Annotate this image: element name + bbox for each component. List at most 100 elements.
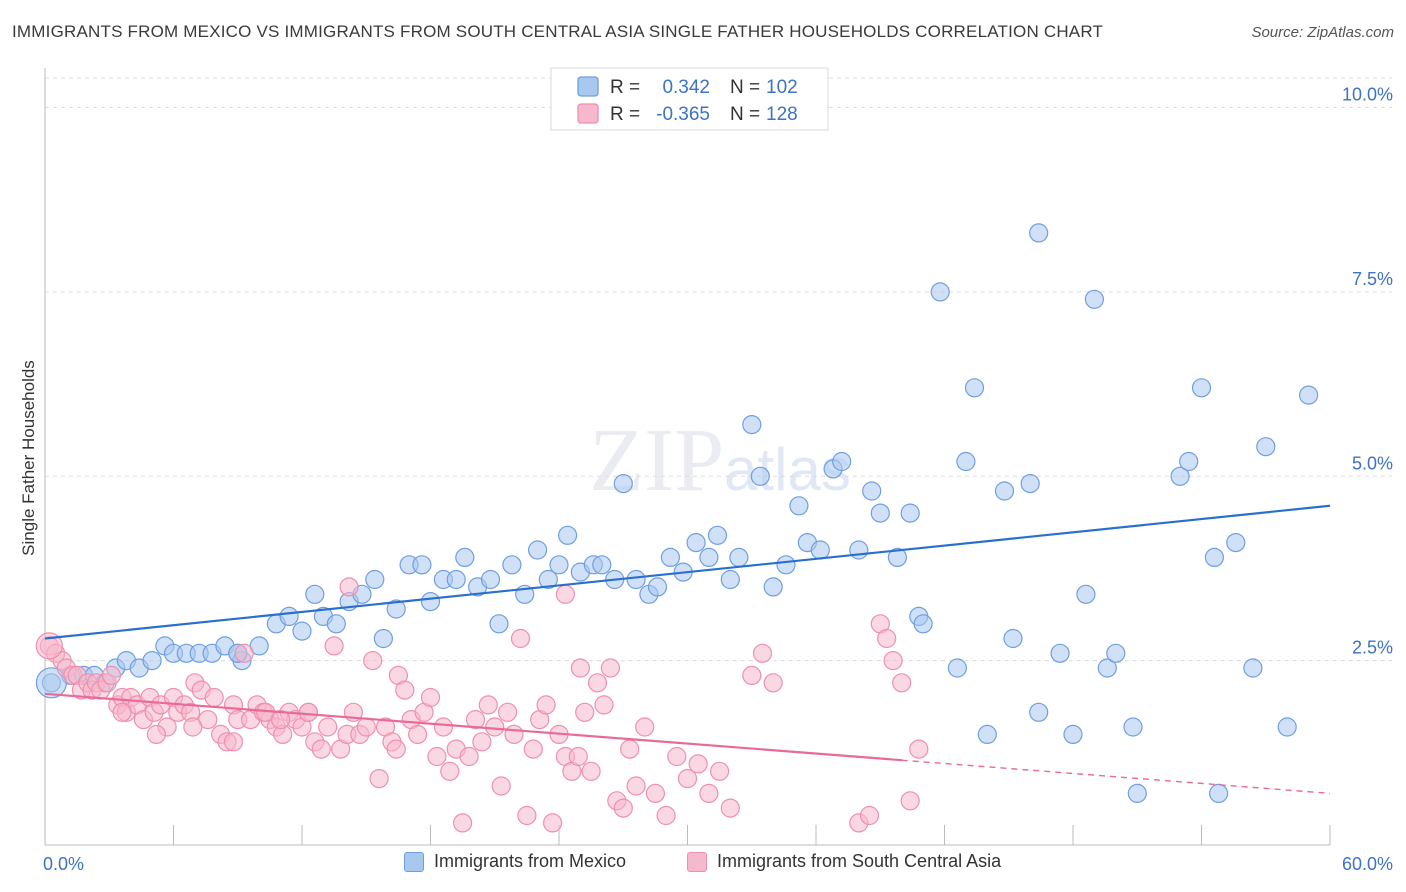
point-asia	[146, 724, 166, 745]
legend-r-value-asia: -0.365	[656, 104, 710, 125]
legend-n-label-asia: N =	[730, 104, 760, 125]
point-asia	[523, 739, 543, 759]
point-asia	[395, 680, 415, 700]
point-asia	[453, 813, 473, 833]
point-asia	[459, 746, 479, 767]
point-mexico	[292, 621, 312, 641]
point-asia	[485, 717, 505, 737]
point-asia	[339, 577, 359, 597]
point-mexico	[1256, 437, 1276, 457]
point-asia	[517, 805, 537, 826]
point-asia	[555, 584, 576, 604]
point-mexico	[720, 569, 740, 590]
point-mexico	[489, 614, 509, 634]
point-mexico	[455, 547, 475, 568]
point-asia	[594, 695, 614, 715]
point-mexico	[1029, 223, 1049, 243]
point-asia	[720, 798, 740, 818]
point-mexico	[930, 282, 950, 302]
point-mexico	[1003, 628, 1023, 649]
point-mexico	[964, 378, 985, 398]
point-mexico	[647, 577, 668, 597]
point-asia	[620, 739, 640, 759]
point-mexico	[502, 555, 522, 575]
point-asia	[356, 717, 376, 737]
point-asia	[763, 673, 783, 693]
point-mexico	[1208, 783, 1229, 804]
point-asia	[900, 791, 920, 811]
point-mexico	[326, 614, 346, 634]
point-mexico-large	[35, 667, 68, 699]
point-mexico	[1179, 451, 1199, 472]
y-tick-label: 10.0%	[1342, 85, 1393, 105]
point-asia	[363, 650, 383, 671]
point-asia	[465, 709, 486, 730]
point-asia	[183, 717, 203, 737]
point-mexico	[1127, 783, 1147, 804]
point-asia	[699, 783, 719, 804]
point-mexico	[305, 584, 325, 604]
trend-line-asia	[44, 692, 902, 762]
point-asia-large	[35, 632, 63, 660]
y-axis-label: Single Father Households	[19, 360, 38, 556]
watermark: ZIPatlas	[589, 411, 851, 510]
point-mexico	[1097, 658, 1117, 678]
point-mexico	[1191, 378, 1212, 398]
point-asia	[408, 724, 428, 745]
legend: R = 0.342 N = 102 R = -0.365 N = 128	[550, 67, 829, 131]
point-asia	[575, 702, 595, 722]
point-asia	[909, 739, 929, 759]
legend-r-label-asia: R =	[610, 104, 640, 125]
point-mexico	[776, 555, 796, 575]
point-mexico	[789, 496, 809, 516]
point-asia	[626, 776, 646, 796]
point-mexico	[1020, 474, 1040, 494]
point-mexico	[592, 555, 612, 575]
point-asia	[688, 754, 708, 774]
point-mexico	[832, 451, 852, 472]
point-mexico	[750, 466, 770, 486]
y-tick-label: 7.5%	[1352, 269, 1393, 289]
point-asia	[581, 761, 601, 781]
point-mexico	[1029, 702, 1049, 722]
point-mexico	[977, 724, 997, 745]
point-mexico	[557, 525, 578, 545]
point-mexico	[549, 555, 569, 575]
bottom-legend-label-asia: Immigrants from South Central Asia	[717, 851, 1002, 871]
point-asia	[112, 702, 132, 722]
point-asia	[386, 739, 406, 759]
point-mexico	[707, 525, 728, 545]
point-mexico	[810, 540, 830, 560]
point-asia	[472, 732, 492, 752]
bottom-legend-swatch-asia	[687, 851, 707, 872]
point-asia	[510, 628, 531, 649]
point-mexico	[1076, 584, 1096, 604]
point-asia	[677, 768, 698, 789]
point-mexico	[1106, 643, 1126, 663]
point-mexico	[862, 481, 882, 501]
legend-n-label-mexico: N =	[730, 77, 760, 98]
series-mexico-points	[35, 223, 1319, 804]
point-mexico	[742, 415, 762, 435]
point-mexico	[142, 650, 162, 671]
point-mexico	[729, 547, 749, 568]
point-asia	[223, 732, 244, 752]
point-asia	[892, 673, 912, 693]
point-asia	[369, 768, 389, 789]
bottom-legend-mexico: Immigrants from Mexico	[404, 851, 626, 872]
chart-source: Source: ZipAtlas.com	[1251, 24, 1394, 41]
point-mexico	[1277, 717, 1297, 737]
point-mexico	[956, 451, 976, 472]
series-asia-points	[35, 577, 929, 833]
point-asia	[311, 739, 331, 759]
point-asia	[318, 717, 338, 737]
point-asia	[656, 805, 676, 826]
point-asia	[324, 636, 344, 656]
point-asia	[709, 761, 730, 781]
point-mexico	[994, 481, 1015, 501]
point-mexico	[1063, 724, 1083, 745]
point-asia	[613, 798, 633, 818]
y-tick-label: 2.5%	[1352, 638, 1393, 658]
point-asia	[542, 813, 563, 833]
axes-layer	[44, 68, 1331, 846]
